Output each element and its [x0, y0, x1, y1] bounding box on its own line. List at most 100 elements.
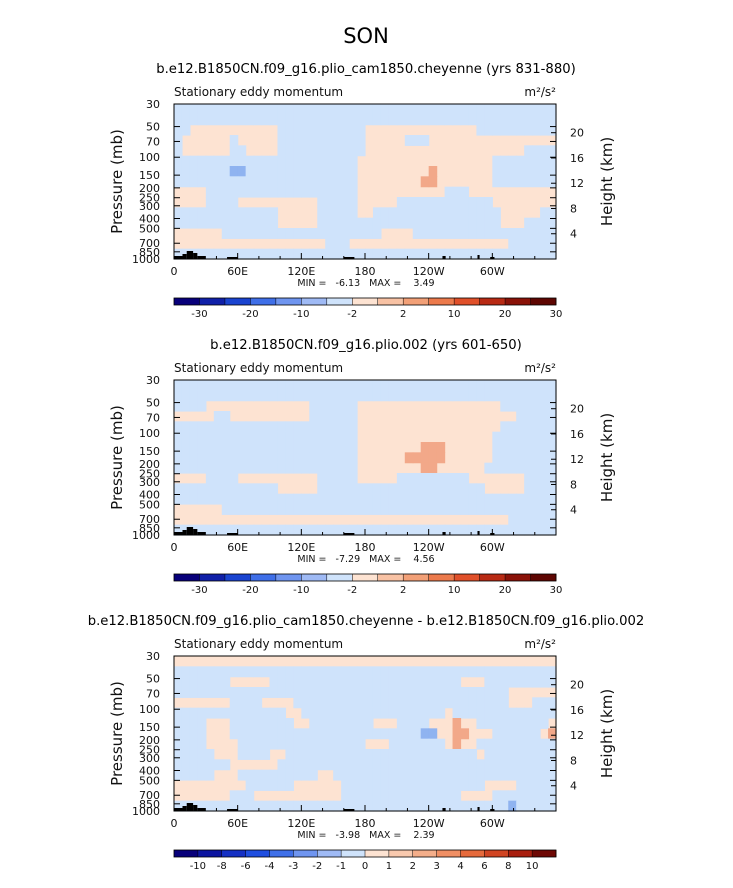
field-cell	[253, 462, 263, 474]
field-cell	[548, 666, 557, 678]
field-cell	[532, 728, 541, 740]
field-cell	[277, 390, 287, 402]
field-cell	[197, 155, 207, 167]
field-cell	[197, 104, 207, 115]
field-cell	[420, 452, 430, 464]
y2-tick-label: 20	[570, 127, 584, 140]
field-cell	[476, 666, 485, 678]
field-cell	[189, 390, 199, 402]
field-cell	[221, 707, 231, 719]
field-cell	[301, 380, 310, 391]
field-cell	[341, 800, 350, 812]
field-cell	[253, 666, 263, 678]
field-cell	[508, 124, 517, 136]
field-cell	[524, 749, 533, 760]
field-cell	[333, 166, 342, 177]
field-cell	[181, 728, 191, 740]
field-cell	[444, 524, 454, 536]
field-cell	[420, 114, 430, 126]
field-cell	[309, 749, 318, 760]
field-cell	[484, 207, 493, 219]
field-cell	[412, 114, 422, 126]
field-cell	[237, 493, 247, 505]
field-cell	[181, 155, 191, 167]
field-cell	[500, 738, 509, 750]
field-cell	[404, 104, 414, 115]
field-cell	[253, 483, 263, 495]
field-cell	[205, 421, 215, 433]
field-cell	[213, 524, 223, 536]
field-cell	[524, 524, 533, 536]
colorbar-swatch	[245, 850, 270, 857]
field-cell	[349, 380, 358, 391]
field-cell	[484, 666, 493, 678]
field-cell	[516, 176, 525, 188]
field-cell	[197, 217, 207, 229]
field-cell	[516, 411, 525, 422]
field-cell	[420, 380, 430, 391]
field-cell	[468, 707, 478, 719]
field-cell	[229, 504, 239, 515]
field-cell	[500, 728, 509, 740]
x-tick-label: 120W	[413, 265, 445, 278]
field-cell	[452, 380, 462, 391]
field-cell	[349, 176, 358, 188]
field-cell	[476, 504, 485, 515]
field-cell	[372, 780, 382, 791]
field-cell	[404, 380, 414, 391]
field-cell	[221, 483, 231, 495]
field-cell	[548, 483, 557, 495]
field-cell	[181, 207, 191, 219]
y2-tick-label: 20	[570, 679, 584, 692]
field-cell	[444, 228, 454, 239]
field-cell	[261, 504, 271, 515]
colorbar-swatch	[174, 574, 200, 581]
colorbar-swatch	[508, 850, 533, 857]
field-cell	[309, 411, 318, 422]
field-cell	[221, 207, 231, 219]
field-cell	[428, 114, 438, 126]
field-cell	[460, 687, 470, 698]
field-cell	[404, 728, 414, 740]
field-cell	[372, 228, 382, 239]
field-cell	[181, 749, 191, 760]
field-cell	[309, 738, 318, 750]
field-cell	[301, 442, 310, 453]
field-cell	[436, 483, 446, 495]
colorbar-swatch	[377, 298, 404, 305]
field-cell	[460, 390, 470, 402]
field-cell	[189, 718, 199, 729]
field-cell	[317, 431, 326, 443]
field-cell	[341, 738, 350, 750]
field-cell	[548, 462, 557, 474]
field-cell	[372, 114, 382, 126]
topography	[174, 808, 183, 811]
field-cell	[229, 524, 239, 536]
field-cell	[261, 390, 271, 402]
field-cell	[396, 473, 406, 484]
field-cell	[253, 228, 263, 239]
field-cell	[540, 380, 549, 391]
field-cell	[396, 676, 406, 688]
field-cell	[229, 707, 239, 719]
field-cell	[174, 676, 183, 688]
x-tick-label: 60W	[480, 265, 505, 278]
field-cell	[500, 452, 509, 464]
field-cell	[269, 452, 279, 464]
field-cell	[293, 248, 302, 260]
field-cell	[452, 666, 462, 678]
field-cell	[532, 676, 541, 688]
field-cell	[309, 452, 318, 464]
colorbar-swatch	[454, 298, 480, 305]
topography	[186, 527, 194, 535]
field-cell	[245, 493, 255, 505]
field-cell	[317, 124, 326, 136]
field-cell	[261, 769, 271, 781]
field-cell	[412, 687, 422, 698]
field-cell	[261, 462, 271, 474]
field-cell	[309, 135, 318, 146]
field-cell	[380, 800, 390, 812]
field-cell	[492, 248, 501, 260]
y-tick-label: 500	[139, 774, 160, 787]
field-cell	[197, 442, 207, 453]
